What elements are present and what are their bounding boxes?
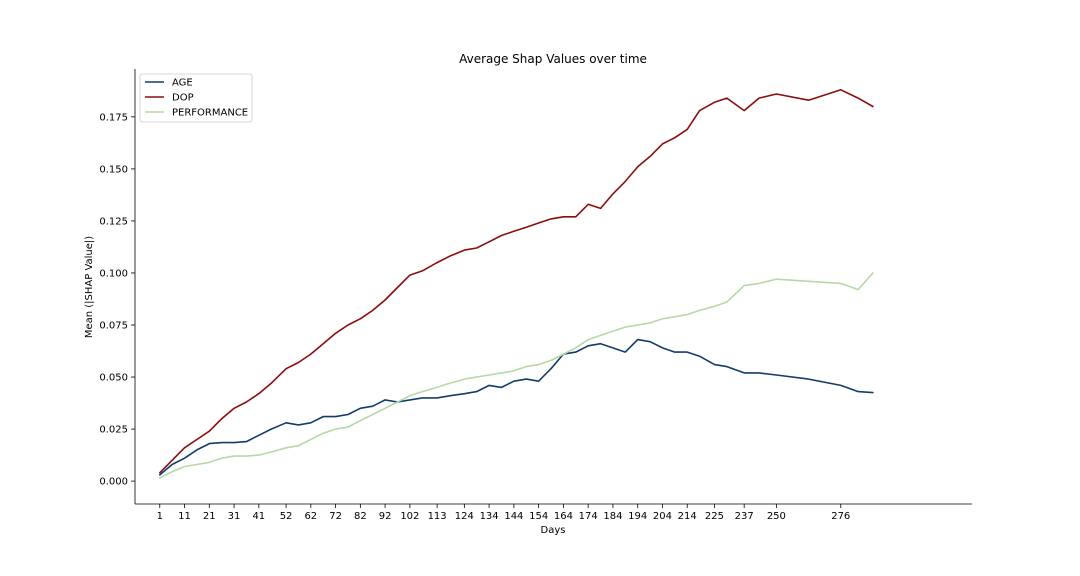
- x-tick-label: 134: [480, 511, 499, 522]
- x-tick-label: 82: [354, 511, 367, 522]
- y-tick-label: 0.150: [99, 164, 128, 175]
- axes: [134, 69, 972, 505]
- y-tick-label: 0.000: [99, 477, 128, 488]
- series-line-performance: [159, 272, 874, 479]
- y-axis-title: Mean (|SHAP Value|): [84, 236, 95, 338]
- y-tick-label: 0.100: [99, 268, 128, 279]
- legend-frame: [139, 73, 253, 123]
- y-tick-label: 0.175: [99, 112, 128, 123]
- y-ticks: 0.000 0.025 0.050 0.075 0.100 0.125 0.150 0.175: [99, 112, 135, 488]
- x-tick-label: 21: [203, 511, 216, 522]
- series-line-age: [159, 338, 874, 476]
- legend-label-dop: DOP: [172, 93, 194, 104]
- x-ticks: 1 11 21 31 41 52 62 72 82 92 102 113 124 134 144 154 164…: [157, 504, 850, 522]
- y-tick-label: 0.025: [99, 425, 128, 436]
- series-line-dop: [159, 89, 874, 474]
- x-tick-label: 194: [628, 511, 647, 522]
- x-tick-label: 154: [529, 511, 548, 522]
- x-tick-label: 144: [504, 511, 523, 522]
- y-tick-label: 0.050: [99, 373, 128, 384]
- y-tick-label: 0.125: [99, 216, 128, 227]
- x-tick-label: 250: [767, 511, 786, 522]
- x-tick-label: 124: [455, 511, 474, 522]
- x-tick-label: 1: [157, 511, 163, 522]
- x-tick-label: 174: [579, 511, 598, 522]
- series-lines: [159, 89, 874, 479]
- x-tick-label: 164: [554, 511, 573, 522]
- x-axis-title: Days: [541, 525, 566, 536]
- y-tick-label: 0.075: [99, 321, 128, 332]
- x-tick-label: 31: [228, 511, 241, 522]
- x-tick-label: 237: [735, 511, 754, 522]
- legend-label-performance: PERFORMANCE: [172, 108, 248, 119]
- x-tick-label: 41: [252, 511, 265, 522]
- x-tick-label: 11: [178, 511, 191, 522]
- x-tick-label: 214: [678, 511, 697, 522]
- x-tick-label: 102: [400, 511, 419, 522]
- x-tick-label: 72: [329, 511, 342, 522]
- legend-label-age: AGE: [172, 78, 193, 89]
- x-tick-label: 52: [280, 511, 293, 522]
- x-tick-label: 225: [705, 511, 724, 522]
- chart-title: Average Shap Values over time: [459, 52, 647, 66]
- x-tick-label: 92: [379, 511, 392, 522]
- x-tick-label: 184: [603, 511, 622, 522]
- x-tick-label: 62: [304, 511, 317, 522]
- x-tick-label: 276: [831, 511, 850, 522]
- x-tick-label: 113: [428, 511, 447, 522]
- legend: AGE DOP PERFORMANCE: [139, 73, 253, 123]
- x-tick-label: 204: [653, 511, 672, 522]
